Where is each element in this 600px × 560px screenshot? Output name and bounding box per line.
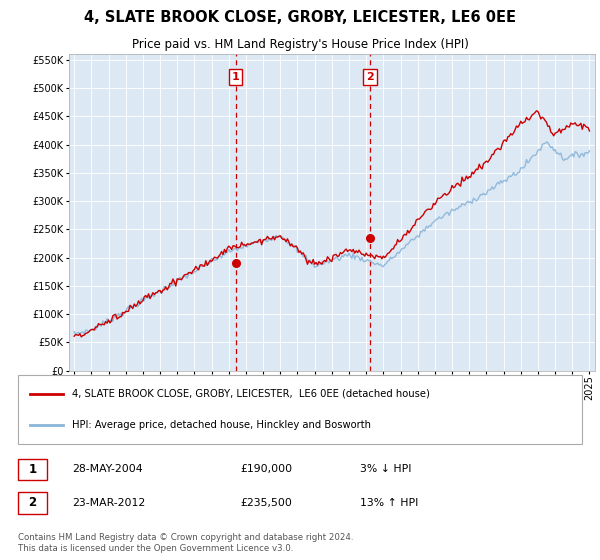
- Text: 1: 1: [232, 72, 239, 82]
- Text: £190,000: £190,000: [240, 464, 292, 474]
- Text: 23-MAR-2012: 23-MAR-2012: [72, 498, 145, 508]
- Text: 3% ↓ HPI: 3% ↓ HPI: [360, 464, 412, 474]
- Text: Price paid vs. HM Land Registry's House Price Index (HPI): Price paid vs. HM Land Registry's House …: [131, 39, 469, 52]
- Text: 2: 2: [28, 496, 37, 510]
- Text: HPI: Average price, detached house, Hinckley and Bosworth: HPI: Average price, detached house, Hinc…: [72, 420, 371, 430]
- Text: 28-MAY-2004: 28-MAY-2004: [72, 464, 143, 474]
- Text: 1: 1: [28, 463, 37, 476]
- FancyBboxPatch shape: [18, 459, 47, 480]
- Text: 4, SLATE BROOK CLOSE, GROBY, LEICESTER,  LE6 0EE (detached house): 4, SLATE BROOK CLOSE, GROBY, LEICESTER, …: [72, 389, 430, 399]
- Text: Contains HM Land Registry data © Crown copyright and database right 2024.
This d: Contains HM Land Registry data © Crown c…: [18, 533, 353, 553]
- Text: 4, SLATE BROOK CLOSE, GROBY, LEICESTER, LE6 0EE: 4, SLATE BROOK CLOSE, GROBY, LEICESTER, …: [84, 10, 516, 25]
- FancyBboxPatch shape: [18, 492, 47, 514]
- Text: 13% ↑ HPI: 13% ↑ HPI: [360, 498, 418, 508]
- Text: £235,500: £235,500: [240, 498, 292, 508]
- Text: 2: 2: [366, 72, 374, 82]
- FancyBboxPatch shape: [18, 375, 582, 444]
